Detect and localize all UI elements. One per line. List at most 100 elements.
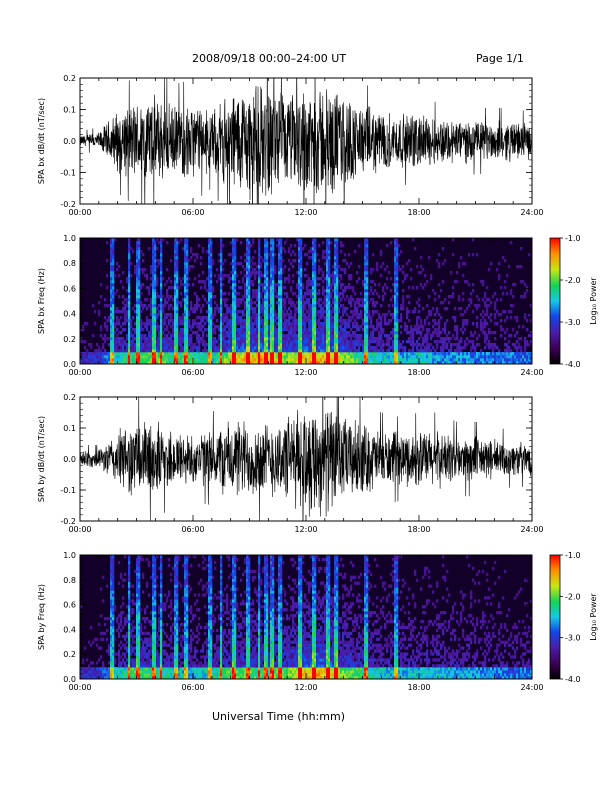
spectrogram-cell xyxy=(270,322,273,326)
spectrogram-cell xyxy=(308,352,311,356)
spectrogram-cell xyxy=(92,352,95,356)
spectrogram-cell xyxy=(278,262,281,266)
spectrogram-cell xyxy=(258,304,261,308)
spectrogram-cell xyxy=(482,325,485,329)
spectrogram-cell xyxy=(312,343,315,347)
spectrogram-cell xyxy=(438,313,441,317)
spectrogram-cell xyxy=(158,343,161,347)
spectrogram-cell xyxy=(356,322,359,326)
spectrogram-cell xyxy=(282,304,285,308)
spectrogram-cell xyxy=(112,286,115,290)
spectrogram-cell xyxy=(160,316,163,320)
spectrogram-cell xyxy=(206,277,209,281)
spectrogram-cell xyxy=(234,343,237,347)
spectrogram-cell xyxy=(180,304,183,308)
spectrogram-cell xyxy=(276,313,279,317)
spectrogram-cell xyxy=(160,271,163,275)
spectrogram-cell xyxy=(302,298,305,302)
spectrogram-cell xyxy=(184,268,187,272)
spectrogram-cell xyxy=(344,322,347,326)
spectrogram-cell xyxy=(396,346,399,350)
spectrogram-cell xyxy=(254,355,257,359)
spectrogram-cell xyxy=(286,325,289,329)
spectrogram-cell xyxy=(176,265,179,269)
spectrogram-cell xyxy=(284,280,287,284)
spectrogram-cell xyxy=(208,271,211,275)
spectrogram-cell xyxy=(358,244,361,248)
spectrogram-cell xyxy=(254,295,257,299)
spectrogram-cell xyxy=(190,337,193,341)
spectrogram-cell xyxy=(240,262,243,266)
spectrogram-cell xyxy=(126,361,129,365)
spectrogram-cell xyxy=(154,295,157,299)
spectrogram-cell xyxy=(318,301,321,305)
spectrogram-cell xyxy=(396,283,399,287)
spectrogram-cell xyxy=(504,331,507,335)
spectrogram-cell xyxy=(416,331,419,335)
spectrogram-cell xyxy=(354,250,357,254)
spectrogram-cell xyxy=(108,343,111,347)
spectrogram-cell xyxy=(202,280,205,284)
spectrogram-cell xyxy=(398,244,401,248)
spectrogram-cell xyxy=(372,355,375,359)
spectrogram-cell xyxy=(258,292,261,296)
spectrogram-cell xyxy=(128,247,131,251)
spectrogram-cell xyxy=(426,316,429,320)
spectrogram-cell xyxy=(154,271,157,275)
spectrogram-cell xyxy=(382,355,385,359)
spectrogram-cell xyxy=(342,289,345,293)
spectrogram-cell xyxy=(384,292,387,296)
spectrogram-cell xyxy=(460,328,463,332)
spectrogram-cell xyxy=(114,322,117,326)
spectrogram-cell xyxy=(280,241,283,245)
spectrogram-cell xyxy=(226,310,229,314)
spectrogram-cell xyxy=(234,280,237,284)
spectrogram-cell xyxy=(368,358,371,362)
spectrogram-cell xyxy=(122,658,125,662)
spectrogram-cell xyxy=(338,358,341,362)
spectrogram-cell xyxy=(270,265,273,269)
spectrogram-cell xyxy=(336,337,339,341)
spectrogram-cell xyxy=(396,361,399,365)
spectrogram-cell xyxy=(316,313,319,317)
spectrogram-cell xyxy=(300,307,303,311)
spectrogram-cell xyxy=(126,298,129,302)
spectrogram-cell xyxy=(482,331,485,335)
spectrogram-cell xyxy=(94,361,97,365)
spectrogram-cell xyxy=(268,286,271,290)
spectrogram-cell xyxy=(326,268,329,272)
spectrogram-cell xyxy=(264,331,267,335)
spectrogram-cell xyxy=(340,319,343,323)
spectrogram-cell xyxy=(458,265,461,269)
spectrogram-cell xyxy=(252,325,255,329)
spectrogram-cell xyxy=(326,361,329,365)
spectrogram-cell xyxy=(114,349,117,353)
spectrogram-cell xyxy=(226,355,229,359)
spectrogram-cell xyxy=(298,352,301,356)
spectrogram-cell xyxy=(366,277,369,281)
spectrogram-cell xyxy=(208,319,211,323)
spectrogram-cell xyxy=(278,247,281,251)
spectrogram-cell xyxy=(374,349,377,353)
spectrogram-cell xyxy=(110,265,113,269)
spectrogram-cell xyxy=(284,346,287,350)
spectrogram-cell xyxy=(358,355,361,359)
spectrogram-cell xyxy=(396,307,399,311)
spectrogram-cell xyxy=(494,361,497,365)
spectrogram-cell xyxy=(374,340,377,344)
spectrogram-cell xyxy=(302,337,305,341)
spectrogram-cell xyxy=(474,349,477,353)
spectrogram-cell xyxy=(102,343,105,347)
spectrogram-cell xyxy=(418,352,421,356)
spectrogram-cell xyxy=(288,355,291,359)
spectrogram-cell xyxy=(152,337,155,341)
spectrogram-cell xyxy=(292,343,295,347)
spectrogram-cell xyxy=(508,355,511,359)
spectrogram-cell xyxy=(258,277,261,281)
spectrogram-cell xyxy=(158,355,161,359)
spectrogram-cell xyxy=(364,271,367,275)
spectrogram-cell xyxy=(108,337,111,341)
spectrogram-cell xyxy=(138,265,141,269)
spectrogram-cell xyxy=(284,337,287,341)
spectrogram-cell xyxy=(248,325,251,329)
